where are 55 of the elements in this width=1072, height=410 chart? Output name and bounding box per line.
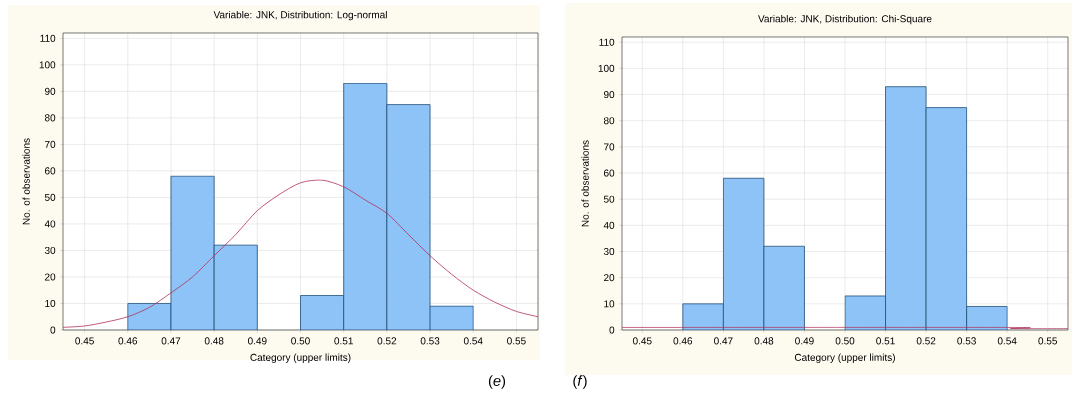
x-tick-label: 0.49 [795, 337, 814, 345]
x-tick-label: 0.55 [507, 337, 526, 345]
x-tick-label: 0.47 [714, 337, 733, 345]
x-tick-label: 0.50 [291, 337, 310, 345]
text: (e) [488, 375, 506, 389]
x-tick-label: 0.52 [916, 337, 936, 345]
x-axis-title: Category (upper limits) [794, 353, 895, 363]
y-tick-label: 0 [609, 326, 615, 334]
x-tick-label: 0.55 [1038, 337, 1058, 345]
x-tick-label: 0.45 [75, 337, 94, 345]
x-tick-label: 0.50 [835, 337, 855, 345]
y-tick-label: 50 [603, 195, 615, 203]
y-tick-label: 80 [603, 117, 615, 125]
y-tick-label: 30 [44, 246, 56, 254]
x-tick-label: 0.53 [957, 337, 976, 345]
x-tick-label: 0.52 [377, 337, 397, 345]
y-tick-label: 70 [604, 143, 615, 151]
y-tick-label: 60 [604, 169, 615, 177]
chart-title: Variable: JNK, Distribution: Chi-Square [758, 14, 932, 25]
x-tick-label: 0.54 [997, 337, 1017, 345]
y-axis-title: No. of observations [581, 140, 589, 227]
y-tick-label: 10 [45, 299, 56, 308]
y-tick-label: 100 [598, 64, 615, 72]
y-tick-label: 10 [604, 300, 615, 308]
x-tick-label: 0.45 [632, 337, 652, 345]
y-tick-label: 20 [604, 274, 615, 282]
x-tick-label: 0.46 [673, 337, 693, 345]
y-tick-label: 60 [45, 167, 56, 175]
x-tick-label: 0.51 [334, 337, 353, 345]
x-tick-label: 0.49 [247, 337, 267, 345]
y-tick-label: 0 [50, 326, 56, 334]
x-tick-label: 0.46 [118, 337, 138, 345]
y-axis-title: No. of observations [22, 138, 30, 225]
chart-title: Variable: JNK, Distribution: Log-normal [213, 10, 387, 21]
y-tick-label: 40 [603, 221, 615, 229]
y-tick-label: 30 [603, 247, 615, 256]
x-tick-label: 0.53 [420, 337, 440, 345]
y-tick-label: 100 [39, 61, 56, 69]
text: (f) [573, 375, 587, 389]
x-tick-label: 0.48 [754, 337, 774, 345]
y-tick-label: 40 [44, 220, 56, 228]
y-tick-label: 90 [603, 91, 615, 99]
x-axis-title: Category (upper limits) [250, 353, 351, 363]
x-tick-label: 0.48 [204, 337, 224, 345]
y-tick-label: 50 [44, 193, 56, 201]
x-tick-label: 0.51 [876, 337, 895, 345]
x-tick-label: 0.47 [161, 337, 181, 345]
y-tick-label: 90 [44, 87, 56, 95]
y-tick-label: 110 [40, 34, 56, 42]
line-series [63, 179, 538, 328]
y-tick-label: 80 [44, 114, 56, 122]
y-tick-label: 70 [45, 140, 56, 148]
x-tick-label: 0.54 [463, 337, 483, 345]
y-tick-label: 20 [45, 273, 56, 281]
y-tick-label: 110 [599, 38, 615, 46]
